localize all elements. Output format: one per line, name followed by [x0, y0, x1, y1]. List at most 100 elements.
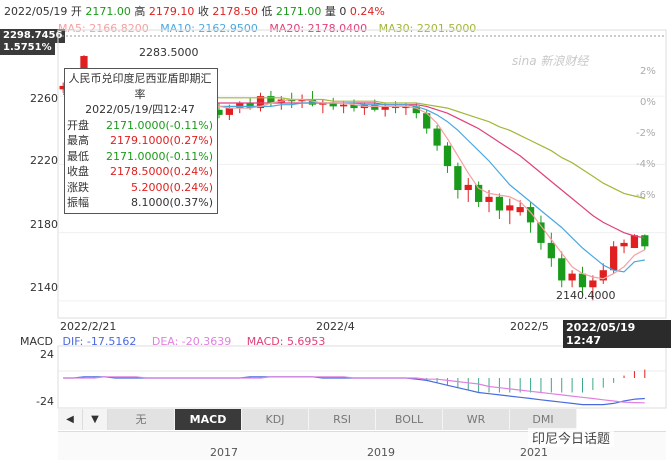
candle-body — [371, 104, 379, 110]
high-annotation: 2283.5000 — [139, 46, 199, 59]
ma20-legend: MA20: 2178.0400 — [269, 22, 368, 35]
tooltip-key: 最低 — [67, 149, 89, 163]
y-tick: 2180 — [30, 218, 58, 231]
candle-body — [423, 113, 431, 129]
candle-body — [288, 99, 296, 102]
low-label: 低 — [261, 5, 273, 18]
prev-arrow-button[interactable]: ◀ — [58, 409, 83, 430]
pct-tick: -2% — [636, 128, 656, 139]
candle-body — [339, 104, 348, 107]
candle-body — [246, 102, 254, 109]
pct-tick: -6% — [636, 190, 656, 201]
candle-body — [215, 109, 223, 115]
ma5-legend: MA5: 2166.8200 — [58, 22, 149, 35]
low-annotation: 2140.4000 — [556, 289, 616, 302]
candle-body — [620, 242, 628, 247]
crosshair-pct-label: 1.5751% — [0, 41, 55, 55]
candle-body — [610, 246, 618, 271]
navigator-year: 2017 — [210, 446, 238, 459]
tab-boll[interactable]: BOLL — [376, 409, 443, 430]
candle-body — [412, 106, 420, 114]
indicator-tabs: ◀ ▼ 无 MACD KDJ RSI BOLL WR DMI — [58, 409, 658, 430]
candle-body — [381, 106, 389, 110]
change-pct: 0.24% — [349, 5, 385, 18]
candle-body — [454, 166, 462, 190]
candle-body — [236, 102, 244, 109]
candle-body — [589, 280, 597, 288]
tooltip-value: 2178.5000(0.24%) — [109, 165, 213, 178]
tooltip-row-close: 收盘 2178.5000(0.24%) — [67, 164, 217, 180]
candle-body — [526, 207, 535, 223]
macd-dif-line — [63, 376, 645, 406]
candle-body — [568, 273, 576, 281]
high-label: 高 — [134, 5, 146, 18]
candle-body — [630, 235, 639, 249]
y-tick: 2260 — [30, 92, 58, 105]
candle-body — [59, 85, 67, 90]
macd-tick: 24 — [40, 348, 54, 361]
candle-body — [558, 258, 566, 281]
price-plot-frame — [57, 29, 667, 319]
tooltip-key: 涨跌 — [67, 180, 89, 194]
tooltip-title: 人民币兑印度尼西亚盾即期汇率 — [68, 72, 212, 101]
tab-kdj[interactable]: KDJ — [242, 409, 309, 430]
tab-dmi[interactable]: DMI — [510, 409, 577, 430]
pct-tick: -4% — [636, 159, 656, 170]
candle-body — [319, 102, 327, 105]
tooltip-key: 收盘 — [67, 165, 89, 178]
candle-body — [506, 205, 514, 211]
candle-body — [578, 273, 587, 288]
tooltip-value: 8.1000(0.37%) — [130, 196, 213, 209]
current-time-badge: 2022/05/19 12:47 — [563, 320, 671, 348]
tab-rsi[interactable]: RSI — [309, 409, 376, 430]
tooltip-row-open: 开盘 2171.0000(-0.11%) — [67, 118, 217, 134]
candle-body — [464, 184, 472, 190]
tooltip-key: 振幅 — [67, 196, 89, 209]
volume-value: 0 — [339, 5, 347, 18]
pct-tick: 2% — [640, 66, 656, 77]
x-tick: 2022/2/21 — [60, 320, 117, 333]
candle-body — [308, 99, 317, 105]
macd-plot-frame — [57, 345, 667, 409]
x-tick: 2022/5 — [510, 320, 549, 333]
ma10-legend: MA10: 2162.9500 — [160, 22, 258, 35]
open-label: 开 — [70, 5, 82, 18]
next-arrow-button[interactable]: ▼ — [83, 409, 108, 430]
ma-legend: MA5: 2166.8200 MA10: 2162.9500 MA20: 217… — [58, 22, 476, 35]
candle-body — [641, 235, 649, 247]
price-tooltip: 人民币兑印度尼西亚盾即期汇率 2022/05/19/四12:47 开盘 2171… — [64, 68, 218, 214]
candle-body — [547, 242, 555, 259]
tooltip-key: 最高 — [67, 134, 89, 147]
tab-none[interactable]: 无 — [108, 409, 175, 430]
candle-body — [298, 99, 306, 102]
close-label: 收 — [197, 5, 209, 18]
pct-tick: 0% — [640, 97, 656, 108]
candle-body — [516, 207, 524, 213]
candle-body — [350, 104, 358, 109]
tooltip-key: 开盘 — [67, 118, 89, 132]
high-value: 2179.10 — [148, 5, 195, 18]
tooltip-value: 2171.0000(-0.11%) — [106, 118, 213, 132]
macd-name: MACD — [20, 335, 53, 348]
candle-body — [433, 128, 441, 146]
macd-dif: DIF: -17.5162 — [62, 335, 137, 348]
tooltip-value: 2171.0000(-0.11%) — [106, 149, 213, 163]
candle-body — [485, 196, 493, 202]
candle-body — [443, 145, 452, 167]
volume-label: 量 — [324, 5, 336, 18]
tooltip-row-amplitude: 振幅 8.1000(0.37%) — [67, 195, 217, 211]
candle-body — [474, 184, 483, 202]
tooltip-datetime: 2022/05/19/四12:47 — [85, 103, 195, 116]
close-value: 2178.50 — [212, 5, 258, 18]
tooltip-value: 2179.1000(0.27%) — [109, 134, 213, 147]
tooltip-row-high: 最高 2179.1000(0.27%) — [67, 133, 217, 149]
tooltip-value: 5.2000(0.24%) — [130, 180, 213, 194]
macd-tick: -24 — [36, 395, 54, 408]
macd-dea: DEA: -20.3639 — [151, 335, 232, 348]
tab-wr[interactable]: WR — [443, 409, 510, 430]
candle-body — [537, 222, 545, 243]
tab-macd[interactable]: MACD — [175, 409, 242, 430]
navigator-year: 2019 — [367, 446, 395, 459]
macd-value: MACD: 5.6953 — [246, 335, 326, 348]
x-tick: 2022/4 — [316, 320, 355, 333]
